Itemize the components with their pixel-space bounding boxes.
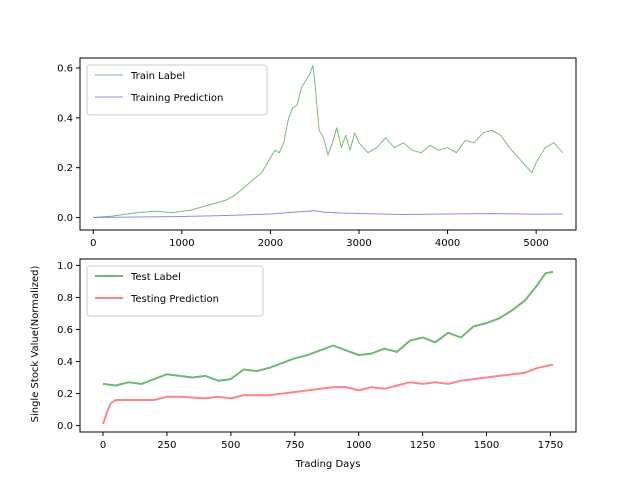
- series-line-test-label: [102, 270, 554, 387]
- x-tick-label: 1000: [169, 238, 194, 249]
- x-tick-label: 1750: [538, 440, 563, 451]
- x-tick-label: 0: [100, 440, 106, 451]
- y-tick-label: 0.2: [57, 163, 73, 174]
- x-tick-label: 4000: [435, 238, 460, 249]
- x-tick-label: 5000: [523, 238, 548, 249]
- legend-box: [86, 265, 264, 317]
- axes-frame: [79, 57, 577, 231]
- x-tick-label: 500: [221, 440, 240, 451]
- series-line-train-label: [93, 65, 564, 218]
- y-tick-label: 0.6: [57, 63, 73, 74]
- legend-label: Testing Prediction: [130, 294, 219, 305]
- bottom-subplot: 0 250 500 750 1000 1250 1500 1750 0.0 0.2 0.4 0.6 0.…: [57, 258, 577, 470]
- legend-label: Training Prediction: [130, 93, 223, 104]
- series-line-testing-prediction: [102, 363, 554, 425]
- x-axis-label: Trading Days: [295, 459, 361, 470]
- x-tick-label: 1500: [474, 440, 499, 451]
- legend-box: [86, 64, 268, 116]
- series-line-training-prediction: [93, 210, 563, 218]
- legend-label: Test Label: [130, 272, 181, 283]
- figure-y-axis-label: Single Stock Value(Normalized): [30, 266, 41, 423]
- x-tick-label: 3000: [346, 238, 371, 249]
- x-tick-label: 0: [90, 238, 96, 249]
- y-tick-label: 0.6: [57, 325, 73, 336]
- axes-frame: [79, 258, 577, 433]
- x-tick-label: 2000: [258, 238, 283, 249]
- x-tick-label: 1250: [410, 440, 435, 451]
- x-tick-label: 1000: [346, 440, 371, 451]
- top-subplot: 0 1000 2000 3000 4000 5000 0.0 0.2 0.4 0.6 Train L…: [57, 57, 577, 249]
- y-tick-label: 1.0: [57, 261, 73, 272]
- y-tick-label: 0.8: [57, 293, 73, 304]
- y-tick-label: 0.0: [57, 213, 73, 224]
- x-tick-label: 750: [285, 440, 304, 451]
- y-tick-label: 0.4: [57, 113, 73, 124]
- y-tick-label: 0.0: [57, 421, 73, 432]
- x-tick-label: 250: [157, 440, 176, 451]
- legend-label: Train Label: [130, 71, 185, 82]
- y-tick-label: 0.4: [57, 357, 73, 368]
- y-tick-label: 0.2: [57, 389, 73, 400]
